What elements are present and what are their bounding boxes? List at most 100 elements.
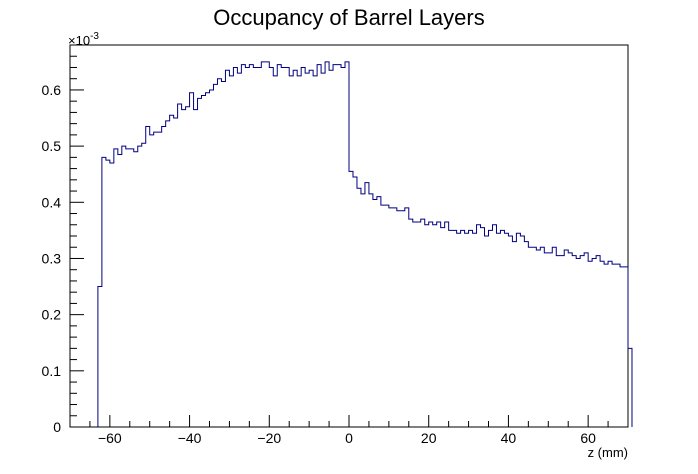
histogram-bin [373, 199, 377, 427]
histogram-bin [317, 65, 321, 427]
histogram-bin [257, 67, 261, 427]
histogram-bin [580, 256, 584, 427]
histogram-bin [146, 126, 150, 427]
histogram-bin [600, 261, 604, 427]
histogram-bin [504, 233, 508, 427]
x-tick-label: −40 [178, 430, 202, 446]
histogram-bin [305, 73, 309, 427]
histogram-bin [297, 76, 301, 427]
histogram-bin [612, 264, 616, 427]
histogram-bin [552, 247, 556, 427]
histogram-bin [166, 121, 170, 427]
histogram-bin [162, 126, 166, 427]
histogram-bin [516, 233, 520, 427]
x-tick-label: 0 [345, 430, 353, 446]
histogram-bin [441, 228, 445, 427]
histogram-bin [405, 208, 409, 427]
histogram-bin [353, 177, 357, 427]
histogram-bin [277, 65, 281, 427]
histogram-bin [624, 267, 628, 427]
histogram-bin [413, 222, 417, 427]
histogram-bin [477, 225, 481, 427]
histogram-bin [194, 110, 198, 427]
histogram-bin [473, 233, 477, 427]
histogram-bin [265, 62, 269, 427]
histogram-bin [528, 247, 532, 427]
histogram-bin [393, 208, 397, 427]
histogram-bin [225, 70, 229, 427]
histogram-bin [596, 256, 600, 427]
histogram-bin [604, 264, 608, 427]
histogram-bin [568, 253, 572, 427]
histogram-bin [261, 62, 265, 427]
histogram-bin [409, 219, 413, 427]
histogram-bin [608, 261, 612, 427]
histogram-bin [564, 250, 568, 427]
histogram-bin [154, 132, 158, 427]
histogram-bin [138, 146, 142, 427]
histogram-bin [461, 230, 465, 427]
histogram-bin [126, 149, 130, 427]
histogram-bin [345, 62, 349, 427]
histogram-bin [421, 219, 425, 427]
x-tick-label: 60 [580, 430, 596, 446]
histogram-bin [492, 225, 496, 427]
histogram-bin [500, 230, 504, 427]
histogram-bin [385, 205, 389, 427]
histogram-bin [508, 236, 512, 427]
y-tick-label: 0.6 [42, 82, 62, 98]
histogram-bin [313, 76, 317, 427]
histogram-bin [361, 194, 365, 427]
histogram-bin [465, 233, 469, 427]
histogram-bin [269, 67, 273, 427]
histogram-bin [281, 67, 285, 427]
x-axis: −60 −40 −20 0 20 40 60 [69, 415, 629, 446]
y-axis: 0 0.1 0.2 0.3 0.4 0.5 0.6 [42, 44, 84, 435]
histogram-bin [425, 225, 429, 427]
histogram-bin [365, 183, 369, 427]
x-axis-label: z (mm) [588, 445, 628, 460]
histogram-bin [174, 118, 178, 427]
histogram-bin [369, 194, 373, 427]
histogram-bin [122, 146, 126, 427]
histogram-bin [397, 211, 401, 427]
histogram-bin [485, 236, 489, 427]
histogram-bin [572, 256, 576, 427]
histogram-bin [496, 233, 500, 427]
histogram-bin [453, 230, 457, 427]
histogram-bin [620, 267, 624, 427]
histogram-bin [628, 348, 632, 427]
histogram-bin [221, 82, 225, 427]
histogram-bin [249, 65, 253, 427]
x-tick-label: 20 [421, 430, 437, 446]
histogram-bin [213, 84, 217, 427]
histogram-bin [469, 230, 473, 427]
histogram-bin [273, 76, 277, 427]
histogram-bin [520, 236, 524, 427]
histogram-bin [190, 93, 194, 427]
histogram-line [97, 61, 633, 427]
chart-title: Occupancy of Barrel Layers [213, 5, 484, 30]
x-tick-label: 40 [501, 430, 517, 446]
histogram-bin [401, 211, 405, 427]
histogram-bin [229, 76, 233, 427]
histogram-bin [309, 70, 313, 427]
histogram-bin [584, 253, 588, 427]
histogram-bin [329, 70, 333, 427]
histogram-bin [237, 73, 241, 427]
histogram-bin [532, 247, 536, 427]
histogram-bin [512, 242, 516, 427]
y-tick-label: 0.2 [42, 307, 62, 323]
histogram-bin [389, 208, 393, 427]
histogram-bin [150, 135, 154, 427]
y-axis-multiplier-base: ×10 [68, 33, 90, 48]
y-axis-multiplier: ×10-3 [68, 31, 99, 48]
histogram-bin [245, 67, 249, 427]
histogram-bin [536, 250, 540, 427]
y-tick-label: 0.3 [42, 250, 62, 266]
histogram-bin [437, 222, 441, 427]
histogram-bin [548, 253, 552, 427]
histogram-bin [325, 62, 329, 427]
histogram-bin [489, 230, 493, 427]
